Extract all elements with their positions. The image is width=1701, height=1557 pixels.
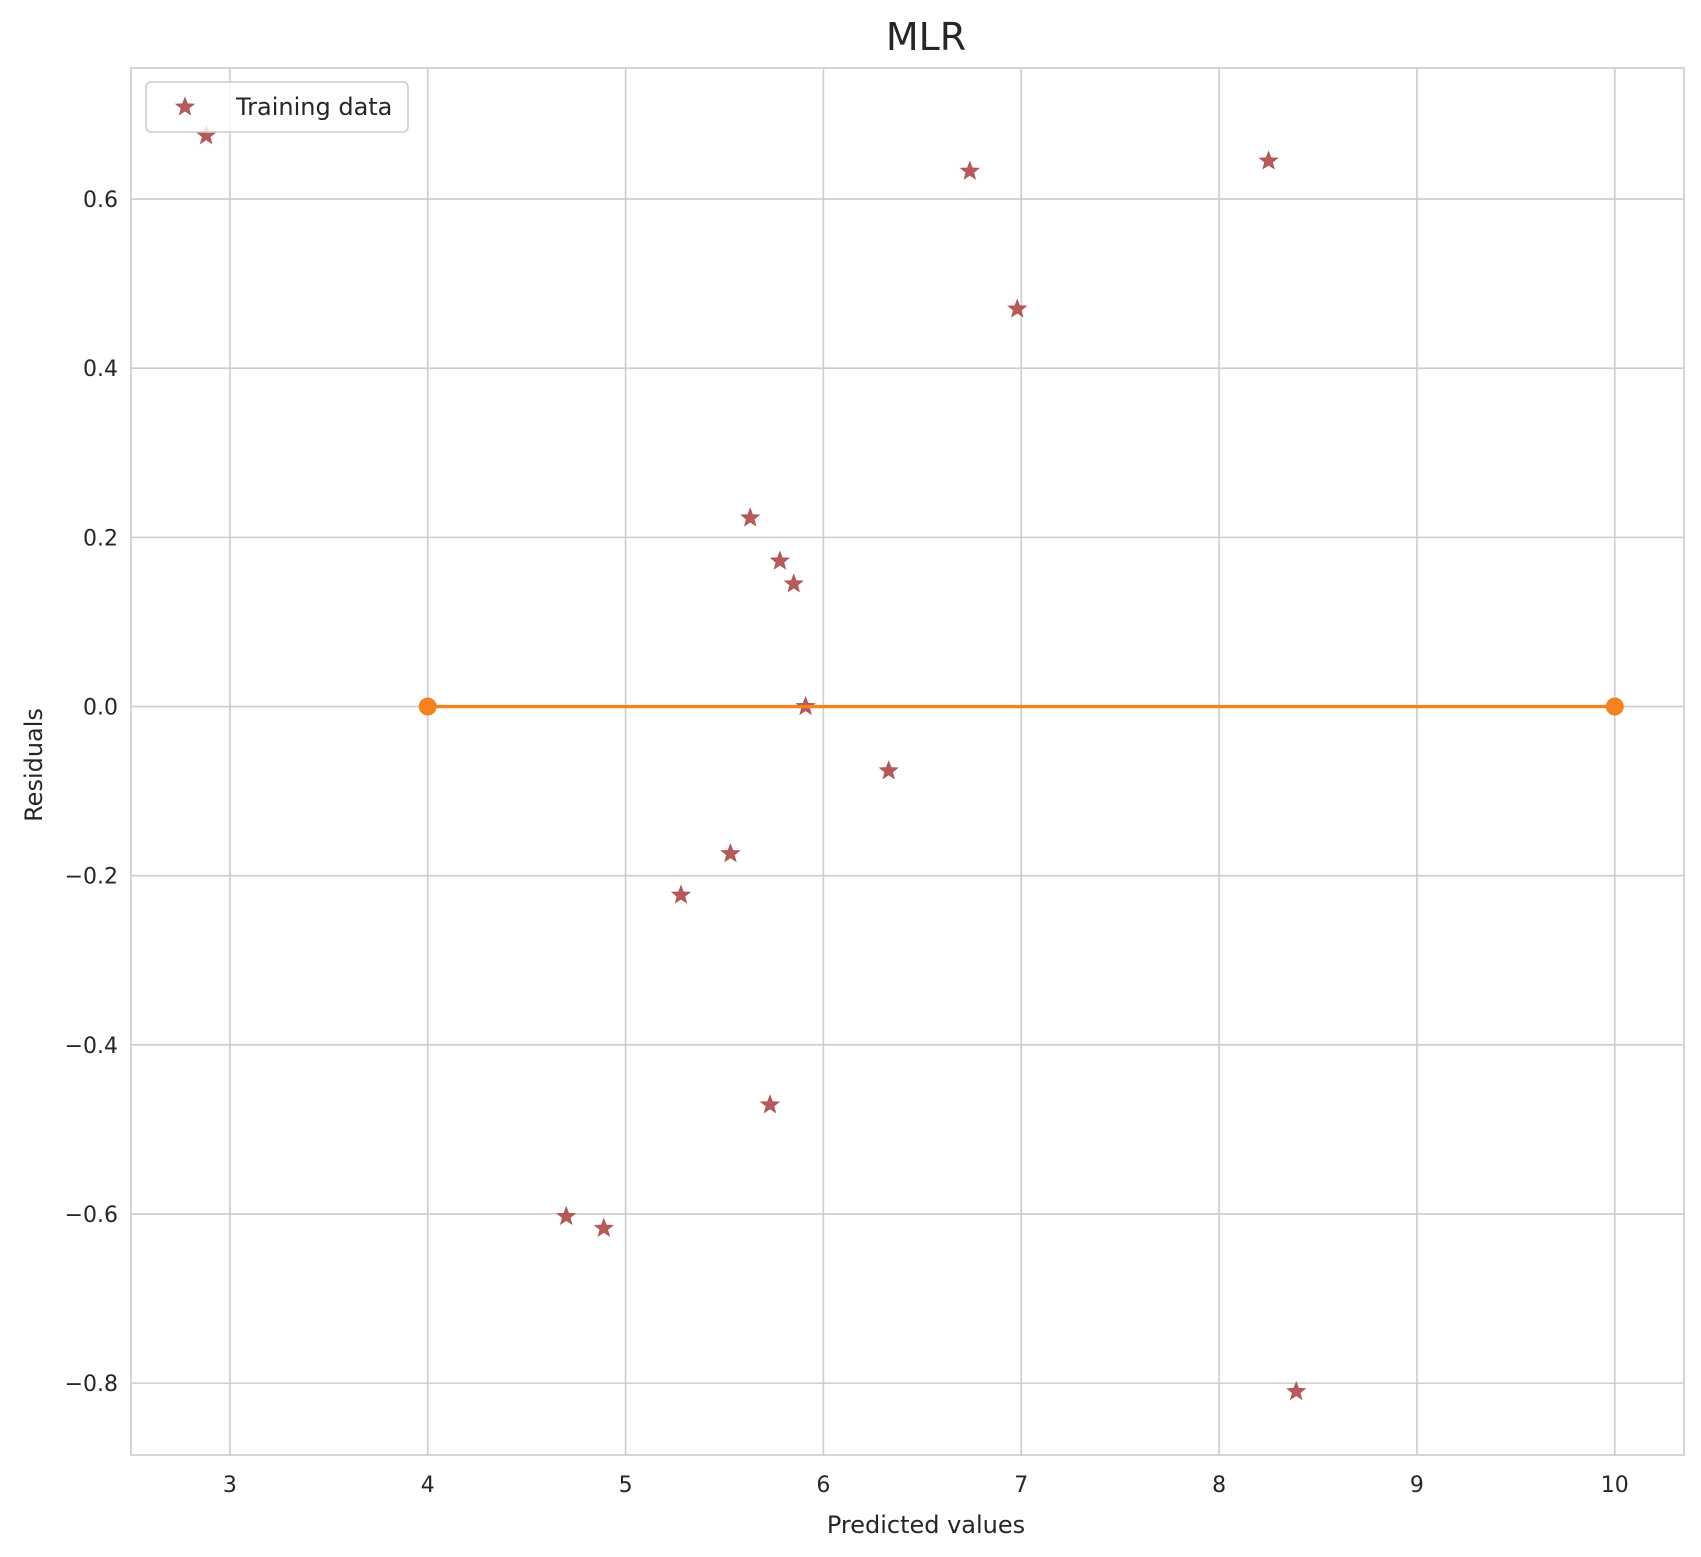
x-tick-label: 7 [1014,1473,1028,1498]
x-tick-label: 10 [1601,1473,1629,1498]
y-tick-label: −0.4 [65,1034,118,1059]
scatter-point [959,160,981,180]
y-tick-label: 0.2 [83,526,118,551]
zero-line-endpoint [418,697,437,716]
scatter-point [769,550,791,570]
chart-title: MLR [886,15,966,59]
scatter-point [759,1094,781,1114]
scatter-point [878,760,899,780]
y-tick-label: 0.6 [83,188,118,213]
scatter-point [1258,150,1279,170]
x-tick-label: 5 [619,1473,633,1498]
y-tick-label: −0.8 [65,1372,118,1397]
plot-area [130,67,1685,1456]
scatter-point [740,507,761,527]
legend: Training data [145,81,409,133]
y-tick-label: −0.6 [65,1203,118,1228]
y-tick-label: 0.0 [83,696,118,721]
x-tick-label: 4 [421,1473,435,1498]
scatter-point [783,573,804,593]
zero-line-endpoint [1605,697,1624,716]
scatter-point [670,884,692,904]
x-tick-label: 6 [816,1473,830,1498]
y-tick-label: 0.4 [83,357,118,382]
scatter-point [593,1217,614,1238]
scatter-point [720,842,741,863]
x-axis-label: Predicted values [827,1511,1025,1539]
scatter-point [556,1205,577,1226]
legend-star-marker [174,96,196,116]
scatter-point [1007,298,1028,318]
y-axis-label: Residuals [20,708,48,822]
x-tick-label: 8 [1212,1473,1226,1498]
scatter-point [1286,1380,1307,1401]
legend-label: Training data [235,93,392,121]
legend-box [145,81,409,133]
axes-frame [130,67,1685,1456]
y-tick-label: −0.2 [65,865,118,890]
x-tick-label: 9 [1410,1473,1424,1498]
x-tick-label: 3 [223,1473,237,1498]
